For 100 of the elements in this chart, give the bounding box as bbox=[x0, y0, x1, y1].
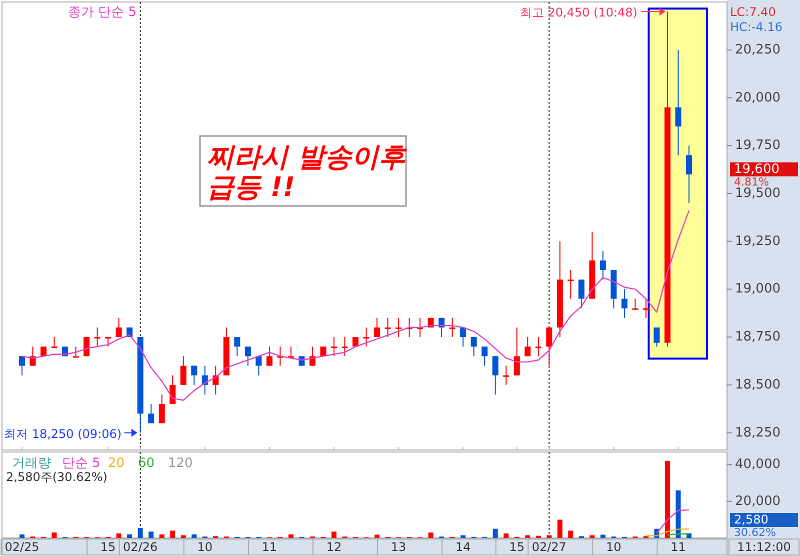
candlestick bbox=[524, 336, 531, 357]
annotation: 찌라시 발송이후 급등 !! bbox=[207, 142, 408, 203]
bar bbox=[116, 533, 122, 538]
y-tick-label: 40,000 bbox=[735, 457, 780, 472]
candlestick bbox=[170, 374, 176, 405]
bar bbox=[52, 532, 57, 538]
candlestick bbox=[686, 145, 692, 204]
x-tick-label: 02/25 bbox=[4, 540, 40, 554]
x-tick-label: 11 bbox=[262, 540, 278, 554]
bar bbox=[192, 534, 197, 538]
text: 2,580 bbox=[734, 512, 768, 526]
candlestick bbox=[621, 288, 628, 318]
candlestick bbox=[654, 326, 660, 348]
candlestick bbox=[30, 346, 36, 366]
candlestick bbox=[256, 356, 262, 376]
bar bbox=[568, 530, 574, 538]
bar bbox=[557, 520, 562, 538]
candlestick bbox=[116, 317, 122, 338]
bar bbox=[428, 532, 434, 538]
bar bbox=[288, 534, 294, 538]
candlestick bbox=[288, 346, 294, 358]
candlestick bbox=[234, 336, 240, 357]
y-tick-label: 19,500 bbox=[735, 186, 780, 202]
bar bbox=[664, 460, 670, 538]
x-tick-label: 12 bbox=[326, 540, 342, 554]
candlestick bbox=[546, 326, 552, 366]
y-tick-label: 20,000 bbox=[735, 494, 780, 509]
candlestick bbox=[535, 336, 542, 357]
text: 30.62% bbox=[734, 526, 776, 539]
text: HC:-4.16 bbox=[730, 20, 782, 34]
x-tick-label: 15 bbox=[509, 540, 525, 554]
y-tick-label: 20,250 bbox=[735, 42, 780, 58]
candlestick bbox=[568, 270, 574, 300]
bar bbox=[159, 534, 164, 538]
candlestick bbox=[148, 404, 154, 424]
y-tick-label: 19,750 bbox=[735, 138, 780, 154]
candlestick bbox=[105, 336, 112, 348]
bar bbox=[180, 535, 186, 538]
candlestick bbox=[578, 279, 584, 309]
text: 19,600 bbox=[734, 162, 780, 177]
candlestick bbox=[396, 317, 402, 338]
candlestick bbox=[600, 250, 606, 280]
bar bbox=[492, 528, 498, 538]
y-tick-label: 18,500 bbox=[735, 377, 780, 392]
bar bbox=[374, 534, 380, 538]
text: 20 bbox=[108, 456, 125, 471]
y-tick-label: 18,750 bbox=[735, 330, 780, 345]
chart-title: 거래량 bbox=[12, 456, 51, 471]
x-tick-label: 14 bbox=[455, 540, 471, 554]
bar bbox=[546, 535, 552, 538]
candlestick bbox=[330, 336, 337, 357]
x-tick-label: 10 bbox=[197, 540, 213, 554]
candlestick bbox=[158, 394, 165, 424]
bar bbox=[148, 532, 154, 538]
candlestick bbox=[180, 356, 186, 386]
candlestick bbox=[19, 356, 25, 376]
y-tick-label: 19,250 bbox=[735, 234, 780, 249]
text: 단순 5 bbox=[62, 456, 100, 471]
bar bbox=[676, 490, 681, 538]
line-series bbox=[656, 509, 690, 534]
bar bbox=[525, 535, 530, 538]
candlestick bbox=[449, 317, 456, 338]
bar bbox=[170, 530, 176, 538]
candlestick bbox=[363, 326, 370, 348]
annotation: 120 bbox=[168, 456, 193, 471]
candlestick bbox=[342, 336, 348, 357]
candlestick bbox=[503, 365, 510, 386]
bar bbox=[20, 534, 24, 538]
bar bbox=[460, 535, 466, 538]
bar bbox=[504, 533, 509, 538]
candlestick bbox=[72, 346, 79, 358]
x-tick-label: 02/26 bbox=[123, 540, 158, 554]
candlestick bbox=[642, 298, 649, 318]
bar bbox=[331, 532, 336, 538]
candlestick bbox=[632, 298, 638, 310]
bar bbox=[600, 534, 606, 538]
x-tick-label: 10 bbox=[606, 540, 622, 554]
annotation: 최고 20,450 (10:48) bbox=[520, 6, 638, 20]
candlestick bbox=[470, 336, 477, 357]
line-series bbox=[645, 528, 690, 536]
bar bbox=[138, 528, 143, 538]
annotation: 2,580주(30.62%) bbox=[6, 470, 108, 484]
x-tick-label: 13 bbox=[390, 540, 406, 554]
text: 60 bbox=[138, 456, 155, 471]
text: 4.81% bbox=[734, 175, 769, 188]
y-tick-label: 19,000 bbox=[735, 282, 780, 297]
candlestick bbox=[309, 346, 316, 366]
candlestick bbox=[374, 317, 380, 338]
candlestick bbox=[514, 326, 520, 376]
x-tick-label: 15 bbox=[100, 540, 116, 554]
bar bbox=[127, 534, 132, 538]
candlestick bbox=[675, 49, 682, 156]
x-tick-label: 11 bbox=[670, 540, 686, 554]
candlestick bbox=[384, 317, 391, 338]
y-tick-label: 18,250 bbox=[735, 425, 780, 440]
candlestick bbox=[492, 356, 498, 395]
text: LC:7.40 bbox=[730, 5, 776, 19]
candlestick bbox=[191, 365, 198, 386]
y-tick-label: 20,000 bbox=[735, 90, 780, 106]
text: 종가 단순 5 bbox=[68, 5, 137, 20]
